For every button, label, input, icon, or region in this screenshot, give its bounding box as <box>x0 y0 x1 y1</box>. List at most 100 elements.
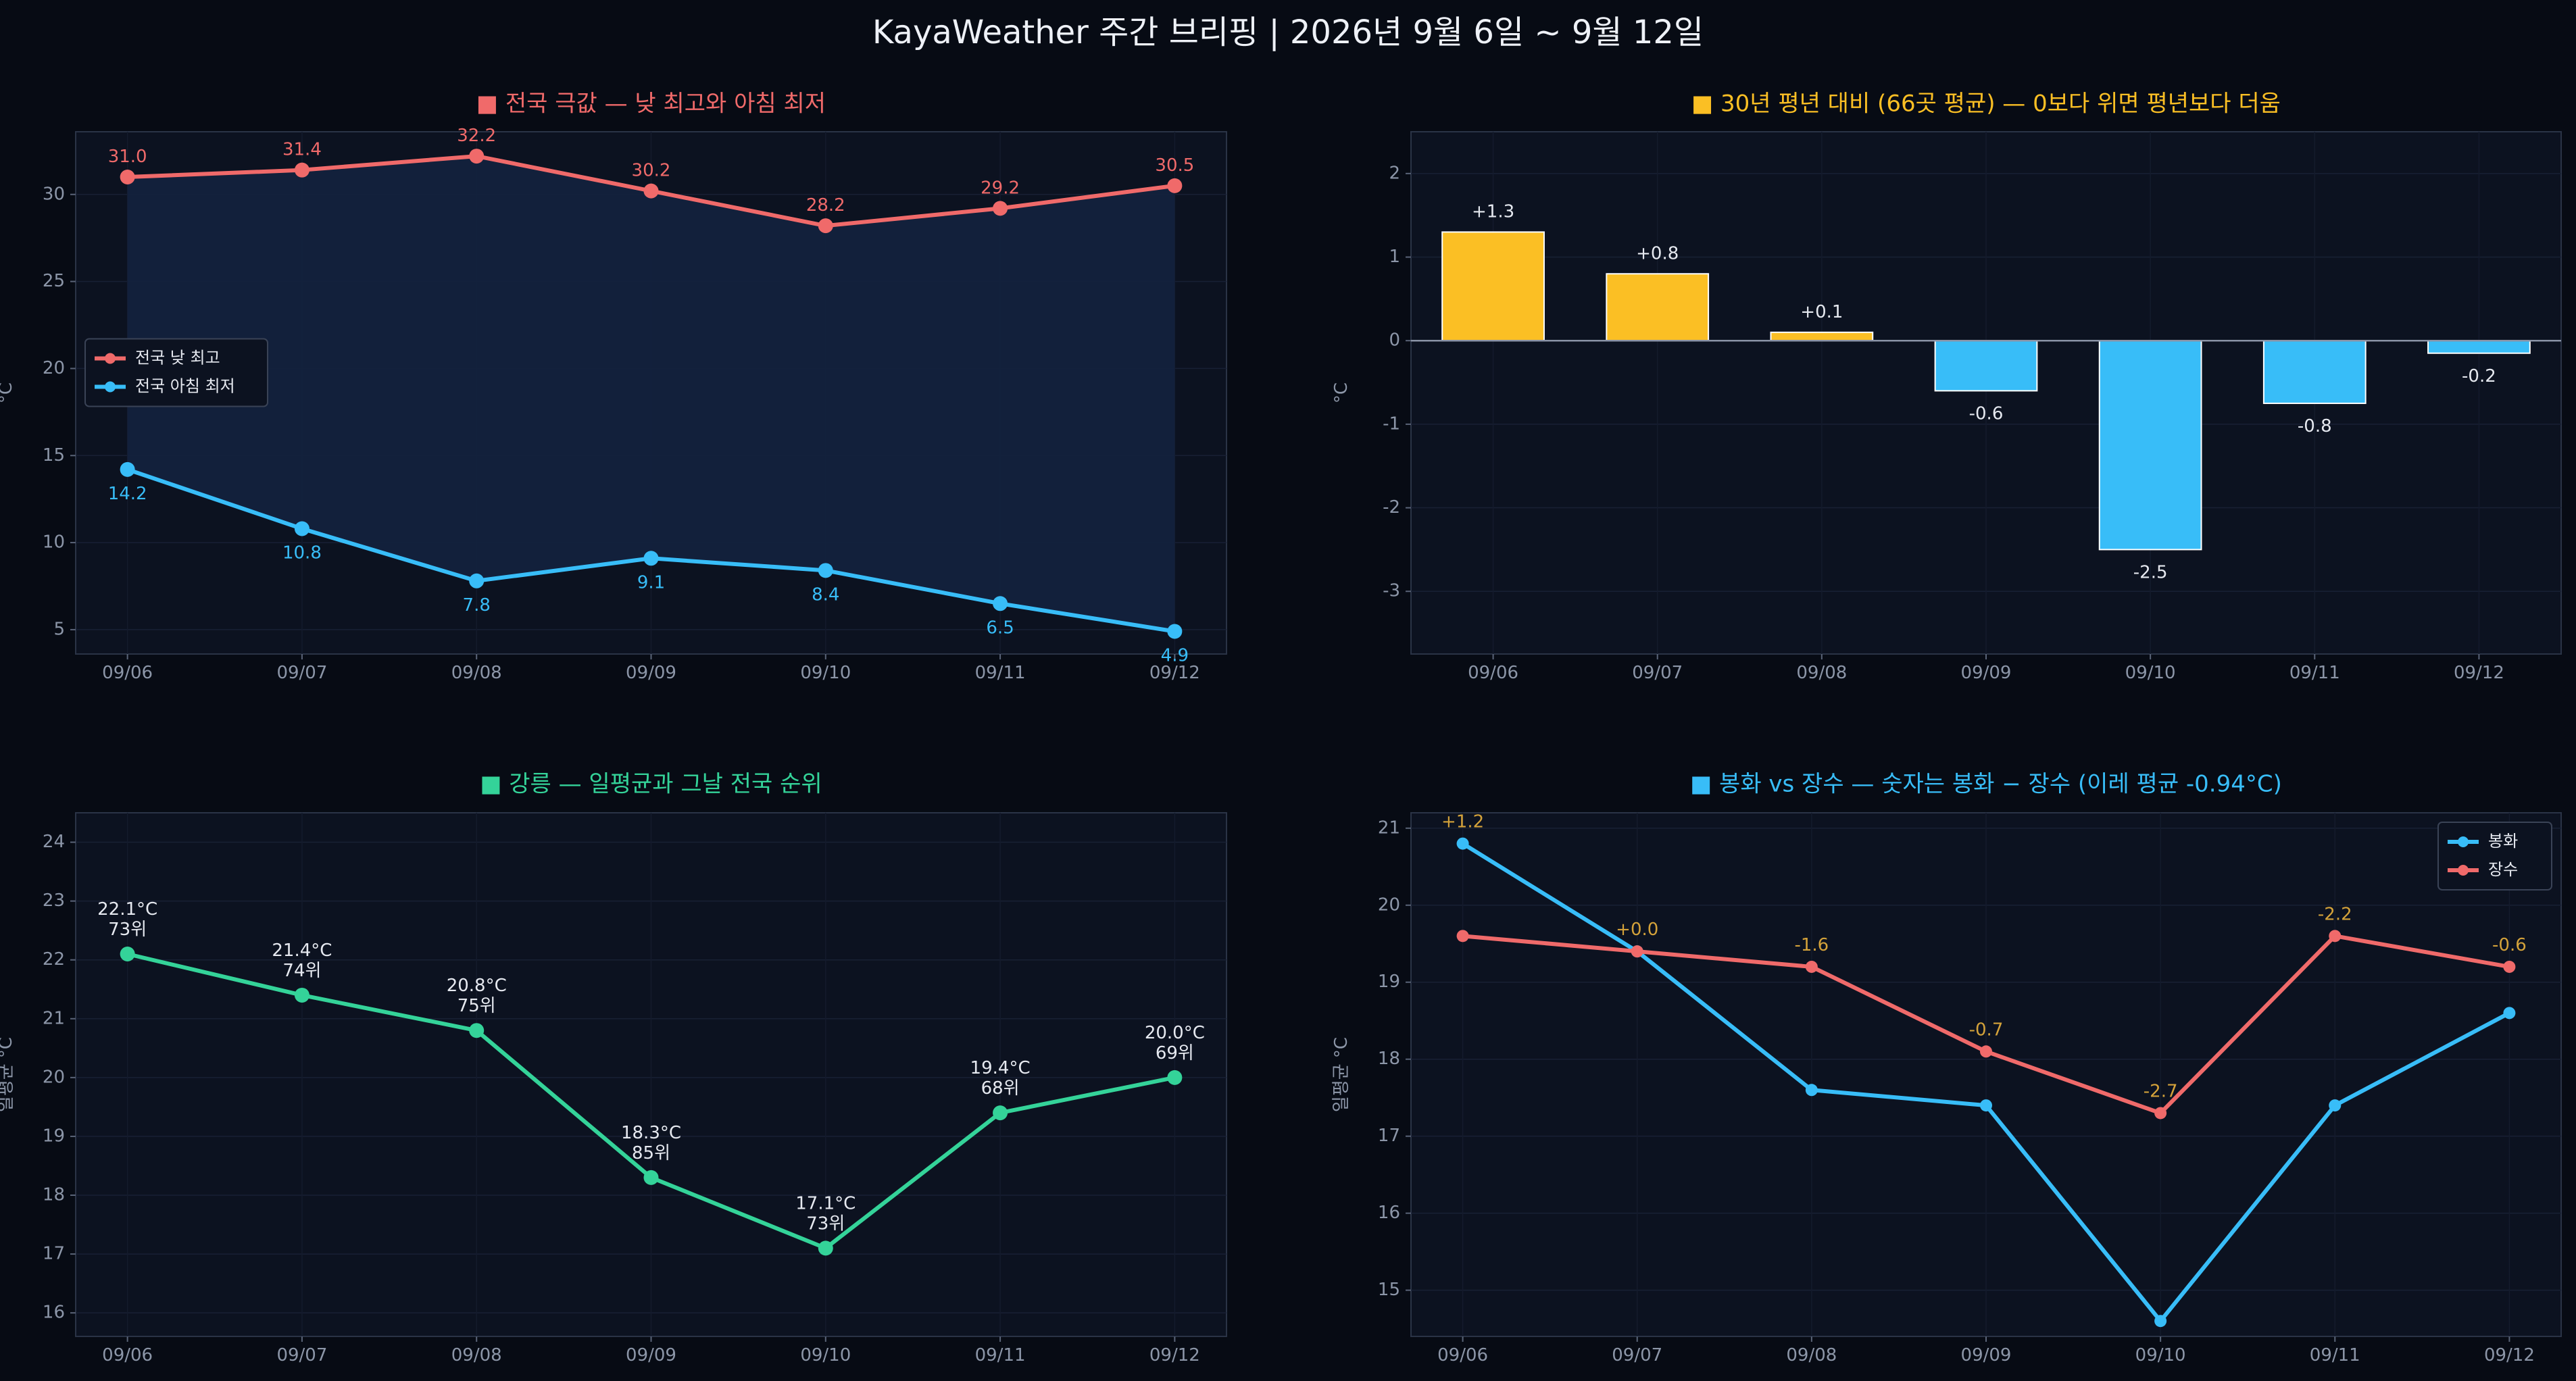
data-point <box>1167 1070 1183 1085</box>
chart-gangneung: ■ 강릉 — 일평균과 그날 전국 순위 16 17 18 19 20 21 22 23 24 09… <box>0 771 1227 1365</box>
y-tick-label: 15 <box>43 445 65 466</box>
x-tick-label: 09/12 <box>1149 1345 1200 1365</box>
x-tick-label: 09/11 <box>975 1345 1026 1365</box>
data-point <box>993 596 1008 611</box>
legend-label: 장수 <box>2488 860 2518 879</box>
legend-marker <box>2458 865 2469 876</box>
legend-label: 봉화 <box>2488 832 2518 851</box>
y-axis-label: °C <box>0 382 16 403</box>
x-tick-label: 09/08 <box>451 1345 502 1365</box>
bar-value-label: -0.8 <box>2298 416 2332 436</box>
bar-value-label: +1.3 <box>1472 201 1514 222</box>
bar <box>1606 273 1710 342</box>
bar <box>2262 340 2367 404</box>
point-value-label: 7.8 <box>463 595 491 616</box>
point-value-label: 14.2 <box>108 484 147 504</box>
bar-value-label: +0.8 <box>1636 243 1679 263</box>
data-point <box>1980 1045 1992 1058</box>
x-tick-label: 09/06 <box>1437 1345 1488 1365</box>
data-point <box>818 563 833 578</box>
point-rank-label: 75위 <box>457 996 496 1016</box>
x-tick-label: 09/09 <box>626 1345 676 1365</box>
point-value-label: 30.5 <box>1155 155 1194 176</box>
chart-title: ■ 전국 극값 — 낮 최고와 아침 최저 <box>476 91 826 118</box>
bar-value-label: +0.1 <box>1800 302 1843 322</box>
data-point <box>120 946 135 961</box>
point-temp-label: 21.4°C <box>272 940 332 961</box>
x-tick-label: 09/08 <box>451 663 502 683</box>
x-tick-label: 09/09 <box>626 663 676 683</box>
y-axis-label: °C <box>1331 382 1352 403</box>
x-tick-label: 09/10 <box>2135 1345 2186 1365</box>
y-tick-label: 0 <box>1389 330 1400 351</box>
x-tick-label: 09/08 <box>1786 1345 1837 1365</box>
legend-label: 전국 아침 최저 <box>135 377 235 396</box>
data-point <box>643 183 659 199</box>
y-tick-label: 21 <box>43 1008 65 1028</box>
legend-label: 전국 낮 최고 <box>135 349 220 368</box>
point-value-label: 6.5 <box>986 618 1014 638</box>
y-tick-label: 25 <box>43 271 65 291</box>
y-tick-label: 20 <box>43 1067 65 1087</box>
y-tick-label: 19 <box>1378 972 1400 992</box>
point-temp-label: 20.8°C <box>447 976 507 996</box>
data-point <box>818 1240 833 1256</box>
data-point <box>2154 1315 2167 1328</box>
y-tick-label: -1 <box>1383 413 1400 434</box>
x-tick-label: 09/07 <box>1632 663 1683 683</box>
y-axis-label: 일평균 °C <box>0 1037 16 1112</box>
point-value-label: 9.1 <box>637 572 665 593</box>
x-tick-label: 09/11 <box>975 663 1026 683</box>
data-point <box>1456 837 1469 850</box>
data-point <box>993 1105 1008 1121</box>
diff-label: +0.0 <box>1616 920 1658 940</box>
diff-label: -2.2 <box>2318 904 2352 924</box>
bar-value-label: -2.5 <box>2133 562 2168 582</box>
legend-marker <box>2458 836 2469 847</box>
diff-label: -0.7 <box>1969 1020 2004 1040</box>
data-point <box>469 573 485 588</box>
y-tick-label: 23 <box>43 890 65 911</box>
y-tick-label: 5 <box>53 619 65 639</box>
x-tick-label: 09/09 <box>1961 663 2012 683</box>
diff-label: -1.6 <box>1794 935 1829 955</box>
data-point <box>294 521 309 536</box>
diff-label: -0.6 <box>2492 935 2527 955</box>
y-tick-label: 18 <box>43 1185 65 1205</box>
diff-label: -2.7 <box>2144 1081 2178 1101</box>
x-tick-label: 09/10 <box>800 663 851 683</box>
data-point <box>469 149 485 164</box>
point-value-label: 28.2 <box>806 195 845 216</box>
data-point <box>1631 945 1643 958</box>
y-axis-label: 일평균 °C <box>1331 1037 1352 1112</box>
y-tick-label: 1 <box>1389 247 1400 267</box>
point-temp-label: 20.0°C <box>1145 1023 1205 1043</box>
data-point <box>469 1023 485 1038</box>
y-tick-label: 2 <box>1389 163 1400 183</box>
point-temp-label: 18.3°C <box>621 1123 681 1143</box>
chart-anomaly: ■ 30년 평년 대비 (66곳 평균) — 0보다 위면 평년보다 더움 -3 -… <box>1331 91 2562 683</box>
bar <box>2427 340 2531 354</box>
point-value-label: 10.8 <box>282 543 322 563</box>
point-temp-label: 17.1°C <box>795 1193 856 1213</box>
data-point <box>1167 178 1183 193</box>
y-tick-label: 15 <box>1378 1280 1400 1300</box>
point-value-label: 31.4 <box>282 140 322 160</box>
range-fill <box>127 156 1175 632</box>
y-tick-label: 21 <box>1378 818 1400 838</box>
y-tick-label: 22 <box>43 949 65 970</box>
data-point <box>1167 624 1183 639</box>
legend-marker <box>105 381 116 393</box>
chart-title: ■ 봉화 vs 장수 — 숫자는 봉화 − 장수 (이레 평균 -0.94°C) <box>1690 771 2282 798</box>
point-value-label: 31.0 <box>108 147 147 167</box>
y-tick-label: 24 <box>43 832 65 852</box>
y-tick-label: -2 <box>1383 497 1400 518</box>
bar <box>1441 231 1545 342</box>
point-temp-label: 22.1°C <box>97 899 157 920</box>
data-point <box>818 218 833 234</box>
data-point <box>1805 960 1818 973</box>
y-tick-label: 20 <box>1378 895 1400 915</box>
x-tick-label: 09/06 <box>1468 663 1518 683</box>
x-tick-label: 09/12 <box>1149 663 1200 683</box>
